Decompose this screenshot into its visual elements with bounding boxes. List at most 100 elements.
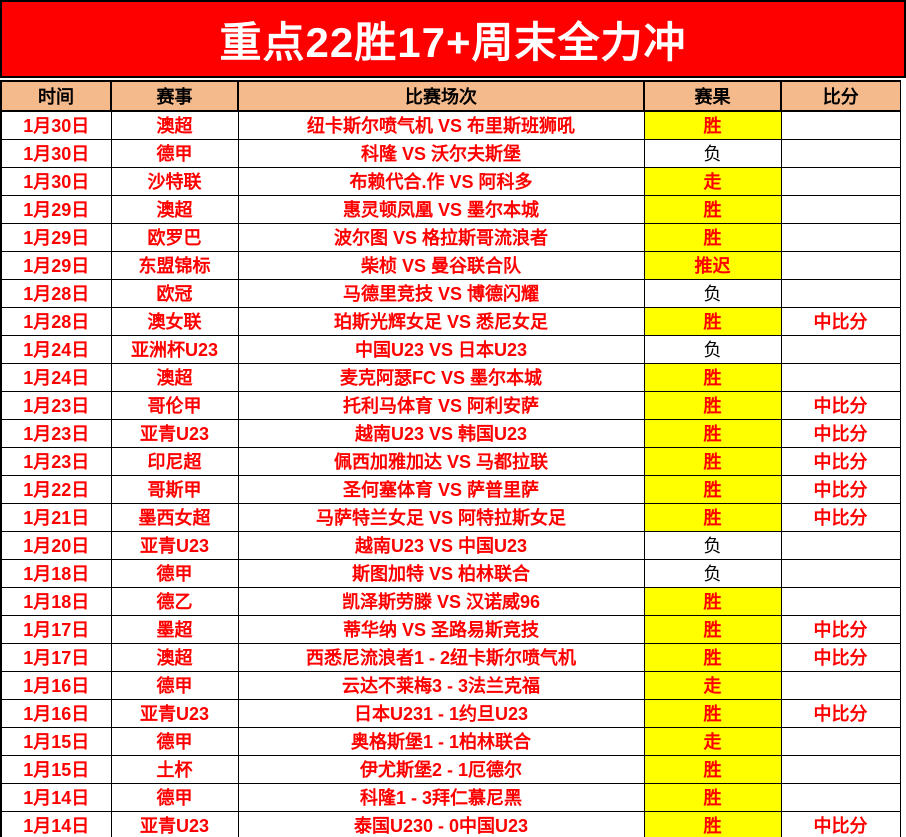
match-cell: 奥格斯堡1 - 1柏林联合 [237, 726, 645, 756]
time-cell: 1月17日 [0, 642, 112, 672]
match-cell: 越南U23 VS 中国U23 [237, 530, 645, 560]
column-header-score: 比分 [780, 80, 901, 112]
table-header: 时间 赛事 比赛场次 赛果 比分 [0, 80, 901, 112]
table-row: 1月14日 德甲 科隆1 - 3拜仁慕尼黑 胜 [0, 782, 901, 812]
time-cell: 1月24日 [0, 334, 112, 364]
result-cell: 胜 [643, 390, 782, 420]
score-cell: 中比分 [780, 642, 901, 672]
event-cell: 澳超 [110, 362, 239, 392]
result-cell: 胜 [643, 698, 782, 728]
score-cell [780, 250, 901, 280]
event-cell: 沙特联 [110, 166, 239, 196]
time-cell: 1月28日 [0, 278, 112, 308]
time-cell: 1月14日 [0, 782, 112, 812]
table-row: 1月23日 哥伦甲 托利马体育 VS 阿利安萨 胜 中比分 [0, 390, 901, 420]
match-cell: 托利马体育 VS 阿利安萨 [237, 390, 645, 420]
result-cell: 胜 [643, 194, 782, 224]
table-row: 1月30日 德甲 科隆 VS 沃尔夫斯堡 负 [0, 138, 901, 168]
table-row: 1月29日 欧罗巴 波尔图 VS 格拉斯哥流浪者 胜 [0, 222, 901, 252]
event-cell: 德甲 [110, 782, 239, 812]
result-cell: 胜 [643, 614, 782, 644]
score-cell [780, 558, 901, 588]
table-row: 1月28日 欧冠 马德里竞技 VS 博德闪耀 负 [0, 278, 901, 308]
table-row: 1月29日 澳超 惠灵顿凤凰 VS 墨尔本城 胜 [0, 194, 901, 224]
score-cell [780, 782, 901, 812]
time-cell: 1月16日 [0, 698, 112, 728]
table-row: 1月17日 澳超 西悉尼流浪者1 - 2纽卡斯尔喷气机 胜 中比分 [0, 642, 901, 672]
result-cell: 推迟 [643, 250, 782, 280]
table-row: 1月15日 德甲 奥格斯堡1 - 1柏林联合 走 [0, 726, 901, 756]
result-cell: 胜 [643, 810, 782, 837]
table-row: 1月17日 墨超 蒂华纳 VS 圣路易斯竞技 胜 中比分 [0, 614, 901, 644]
time-cell: 1月15日 [0, 754, 112, 784]
table-row: 1月30日 澳超 纽卡斯尔喷气机 VS 布里斯班狮吼 胜 [0, 110, 901, 140]
time-cell: 1月30日 [0, 110, 112, 140]
event-cell: 德甲 [110, 558, 239, 588]
column-header-event: 赛事 [110, 80, 239, 112]
match-cell: 蒂华纳 VS 圣路易斯竞技 [237, 614, 645, 644]
event-cell: 澳超 [110, 110, 239, 140]
match-cell: 圣何塞体育 VS 萨普里萨 [237, 474, 645, 504]
time-cell: 1月29日 [0, 250, 112, 280]
result-cell: 走 [643, 670, 782, 700]
event-cell: 土杯 [110, 754, 239, 784]
score-cell [780, 138, 901, 168]
score-cell [780, 754, 901, 784]
result-cell: 负 [643, 558, 782, 588]
table-row: 1月29日 东盟锦标 柴桢 VS 曼谷联合队 推迟 [0, 250, 901, 280]
table-row: 1月20日 亚青U23 越南U23 VS 中国U23 负 [0, 530, 901, 560]
time-cell: 1月14日 [0, 810, 112, 837]
result-cell: 负 [643, 530, 782, 560]
score-cell [780, 530, 901, 560]
result-cell: 走 [643, 726, 782, 756]
score-cell: 中比分 [780, 502, 901, 532]
match-cell: 科隆 VS 沃尔夫斯堡 [237, 138, 645, 168]
time-cell: 1月22日 [0, 474, 112, 504]
score-cell: 中比分 [780, 306, 901, 336]
header-row: 时间 赛事 比赛场次 赛果 比分 [0, 80, 901, 112]
table-row: 1月21日 墨西女超 马萨特兰女足 VS 阿特拉斯女足 胜 中比分 [0, 502, 901, 532]
time-cell: 1月24日 [0, 362, 112, 392]
result-cell: 胜 [643, 446, 782, 476]
event-cell: 德乙 [110, 586, 239, 616]
table-row: 1月23日 亚青U23 越南U23 VS 韩国U23 胜 中比分 [0, 418, 901, 448]
result-cell: 胜 [643, 782, 782, 812]
event-cell: 德甲 [110, 670, 239, 700]
column-header-time: 时间 [0, 80, 112, 112]
event-cell: 亚青U23 [110, 530, 239, 560]
banner: 重点22胜17+周末全力冲 [0, 0, 906, 78]
time-cell: 1月16日 [0, 670, 112, 700]
match-cell: 泰国U230 - 0中国U23 [237, 810, 645, 837]
match-cell: 纽卡斯尔喷气机 VS 布里斯班狮吼 [237, 110, 645, 140]
event-cell: 印尼超 [110, 446, 239, 476]
time-cell: 1月30日 [0, 166, 112, 196]
event-cell: 东盟锦标 [110, 250, 239, 280]
match-cell: 科隆1 - 3拜仁慕尼黑 [237, 782, 645, 812]
result-cell: 胜 [643, 306, 782, 336]
time-cell: 1月18日 [0, 558, 112, 588]
score-cell [780, 194, 901, 224]
time-cell: 1月23日 [0, 418, 112, 448]
event-cell: 墨超 [110, 614, 239, 644]
result-cell: 胜 [643, 586, 782, 616]
score-cell [780, 166, 901, 196]
result-cell: 胜 [643, 502, 782, 532]
table-row: 1月14日 亚青U23 泰国U230 - 0中国U23 胜 中比分 [0, 810, 901, 837]
match-cell: 日本U231 - 1约旦U23 [237, 698, 645, 728]
match-cell: 伊尤斯堡2 - 1厄德尔 [237, 754, 645, 784]
match-cell: 云达不莱梅3 - 3法兰克福 [237, 670, 645, 700]
table-row: 1月18日 德甲 斯图加特 VS 柏林联合 负 [0, 558, 901, 588]
event-cell: 亚青U23 [110, 810, 239, 837]
result-cell: 胜 [643, 474, 782, 504]
time-cell: 1月29日 [0, 194, 112, 224]
match-cell: 布赖代合.作 VS 阿科多 [237, 166, 645, 196]
event-cell: 亚洲杯U23 [110, 334, 239, 364]
time-cell: 1月15日 [0, 726, 112, 756]
time-cell: 1月23日 [0, 446, 112, 476]
match-cell: 马德里竞技 VS 博德闪耀 [237, 278, 645, 308]
result-cell: 负 [643, 138, 782, 168]
event-cell: 澳超 [110, 642, 239, 672]
table-row: 1月15日 土杯 伊尤斯堡2 - 1厄德尔 胜 [0, 754, 901, 784]
score-cell: 中比分 [780, 390, 901, 420]
